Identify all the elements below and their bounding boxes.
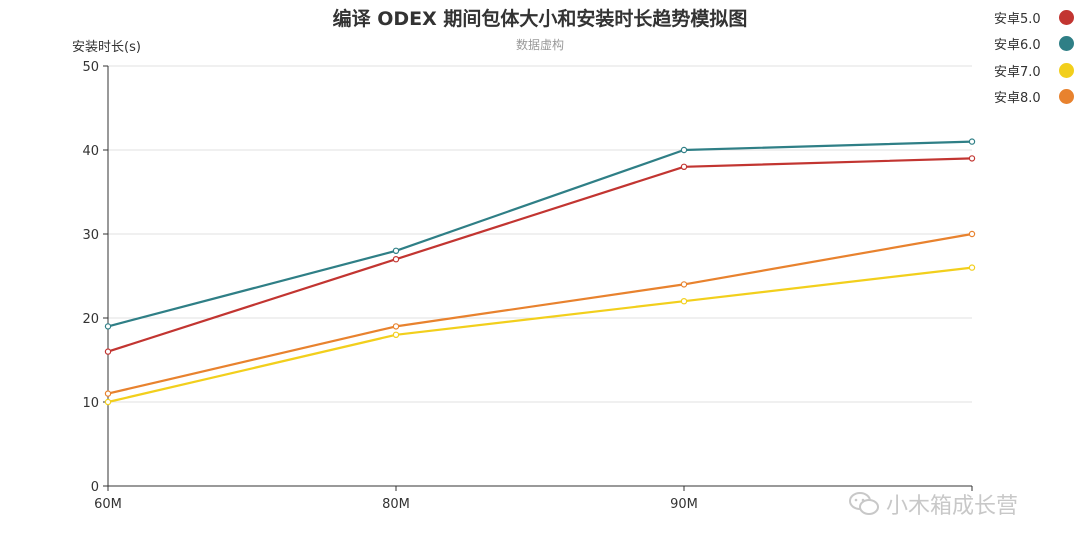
data-point: [104, 323, 112, 330]
data-point: [392, 256, 400, 263]
data-point: [392, 247, 400, 254]
y-tick-label: 50: [82, 60, 99, 75]
y-tick-label: 40: [82, 144, 99, 159]
legend-swatch: [1059, 9, 1074, 25]
legend-item-android7[interactable]: 安卓7.0: [994, 57, 1074, 84]
data-point: [680, 146, 688, 154]
data-point: [104, 398, 112, 406]
y-tick-label: 20: [82, 312, 99, 327]
legend-label: 安卓7.0: [994, 64, 1041, 80]
data-point: [968, 230, 976, 238]
legend-label: 安卓6.0: [994, 38, 1041, 54]
legend: 安卓5.0 安卓6.0 安卓7.0 安卓8.0: [994, 4, 1074, 110]
legend-swatch: [1059, 62, 1074, 78]
data-point: [680, 163, 688, 170]
chat-bubble-icon: [849, 492, 879, 515]
x-tick-label: 60M: [94, 497, 122, 512]
data-point: [968, 264, 976, 271]
chart-subtitle: 数据虚构: [515, 38, 564, 52]
data-point: [680, 281, 688, 288]
legend-swatch: [1059, 36, 1074, 52]
y-tick-label: 30: [82, 228, 99, 243]
data-point: [392, 323, 400, 330]
series-line-3: [107, 266, 973, 404]
watermark-text: 小木箱成长营: [886, 494, 1019, 519]
data-point: [968, 155, 976, 162]
data-point: [104, 390, 112, 397]
data-point: [968, 138, 976, 145]
data-point: [680, 298, 688, 305]
data-point: [104, 348, 112, 355]
legend-item-android5[interactable]: 安卓5.0: [994, 4, 1074, 31]
x-tick-label: 90M: [670, 497, 698, 512]
data-point: [392, 331, 400, 338]
y-tick-label: 10: [82, 396, 99, 411]
series-line-4: [107, 232, 973, 395]
legend-item-android6[interactable]: 安卓6.0: [994, 31, 1074, 58]
chart-title: 编译 ODEX 期间包体大小和安装时长趋势模拟图: [332, 8, 748, 30]
legend-label: 安卓5.0: [994, 11, 1041, 27]
y-axis-label: 安装时长(s): [72, 40, 141, 55]
x-tick-label: 80M: [382, 497, 410, 512]
y-tick-label: 0: [91, 480, 99, 495]
legend-label: 安卓8.0: [994, 91, 1041, 107]
watermark: 小木箱成长营: [848, 488, 1018, 520]
series-line-1: [107, 157, 973, 353]
legend-swatch: [1059, 89, 1074, 105]
series-line-2: [107, 140, 973, 328]
legend-item-android8[interactable]: 安卓8.0: [994, 84, 1074, 111]
